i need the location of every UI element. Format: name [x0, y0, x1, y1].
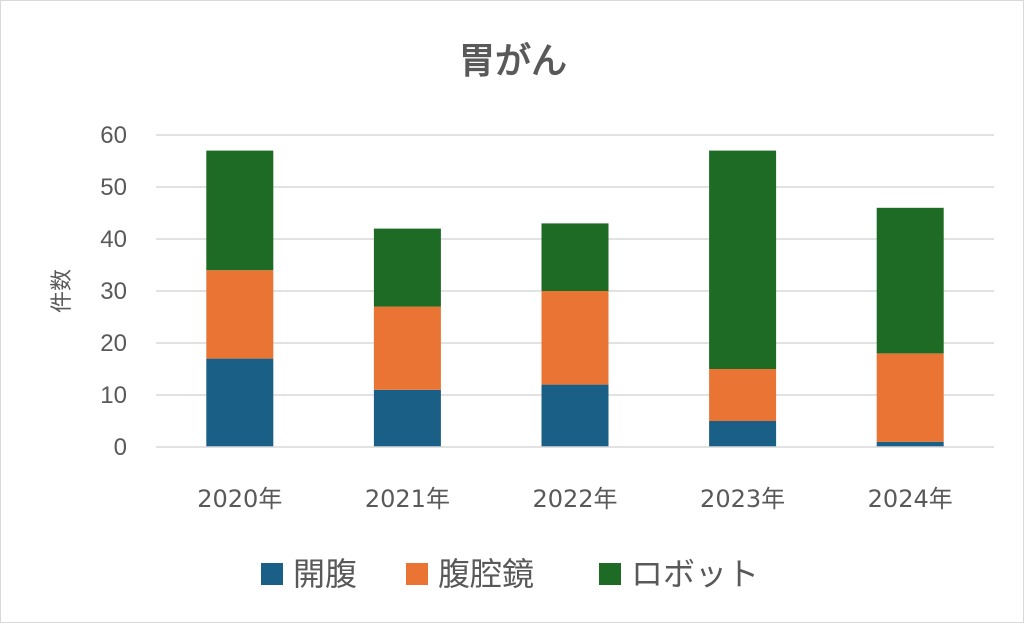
y-tick-label: 30	[100, 278, 127, 305]
x-tick-label: 2022年	[532, 485, 617, 513]
bar-segment	[206, 270, 274, 359]
y-tick-label: 10	[100, 382, 127, 409]
bars	[206, 150, 944, 447]
bar-segment	[876, 441, 944, 447]
legend-swatch	[599, 563, 621, 585]
legend-label: 腹腔鏡	[438, 555, 534, 593]
x-tick-label: 2020年	[197, 485, 282, 513]
bar-segment	[709, 150, 777, 369]
y-tick-label: 50	[100, 174, 127, 201]
bar-segment	[373, 389, 441, 447]
bar-segment	[709, 369, 777, 421]
legend: 開腹 腹腔鏡 ロボット	[261, 555, 759, 593]
bar-segment	[709, 421, 777, 447]
bar-segment	[206, 358, 274, 447]
legend-swatch	[261, 563, 283, 585]
bar-segment	[541, 384, 609, 447]
x-tick-label: 2023年	[700, 485, 785, 513]
y-axis-ticks: 0 10 20 30 40 50 60	[100, 122, 127, 461]
bar-segment	[541, 291, 609, 385]
y-axis-label: 件数	[50, 269, 75, 313]
legend-label: 開腹	[293, 555, 357, 593]
y-tick-label: 0	[114, 434, 127, 461]
x-tick-label: 2021年	[365, 485, 450, 513]
y-tick-label: 60	[100, 122, 127, 149]
legend-label: ロボット	[631, 555, 759, 593]
legend-swatch	[406, 563, 428, 585]
bar-segment	[876, 353, 944, 442]
y-tick-label: 40	[100, 226, 127, 253]
bar-segment	[541, 223, 609, 291]
x-axis-ticks: 2020年 2021年 2022年 2023年 2024年	[197, 485, 952, 513]
x-tick-label: 2024年	[868, 485, 953, 513]
bar-segment	[373, 228, 441, 307]
bar-segment	[876, 207, 944, 354]
bar-segment	[373, 306, 441, 390]
bar-segment	[206, 150, 274, 271]
y-tick-label: 20	[100, 330, 127, 357]
chart-title: 胃がん	[459, 41, 567, 82]
